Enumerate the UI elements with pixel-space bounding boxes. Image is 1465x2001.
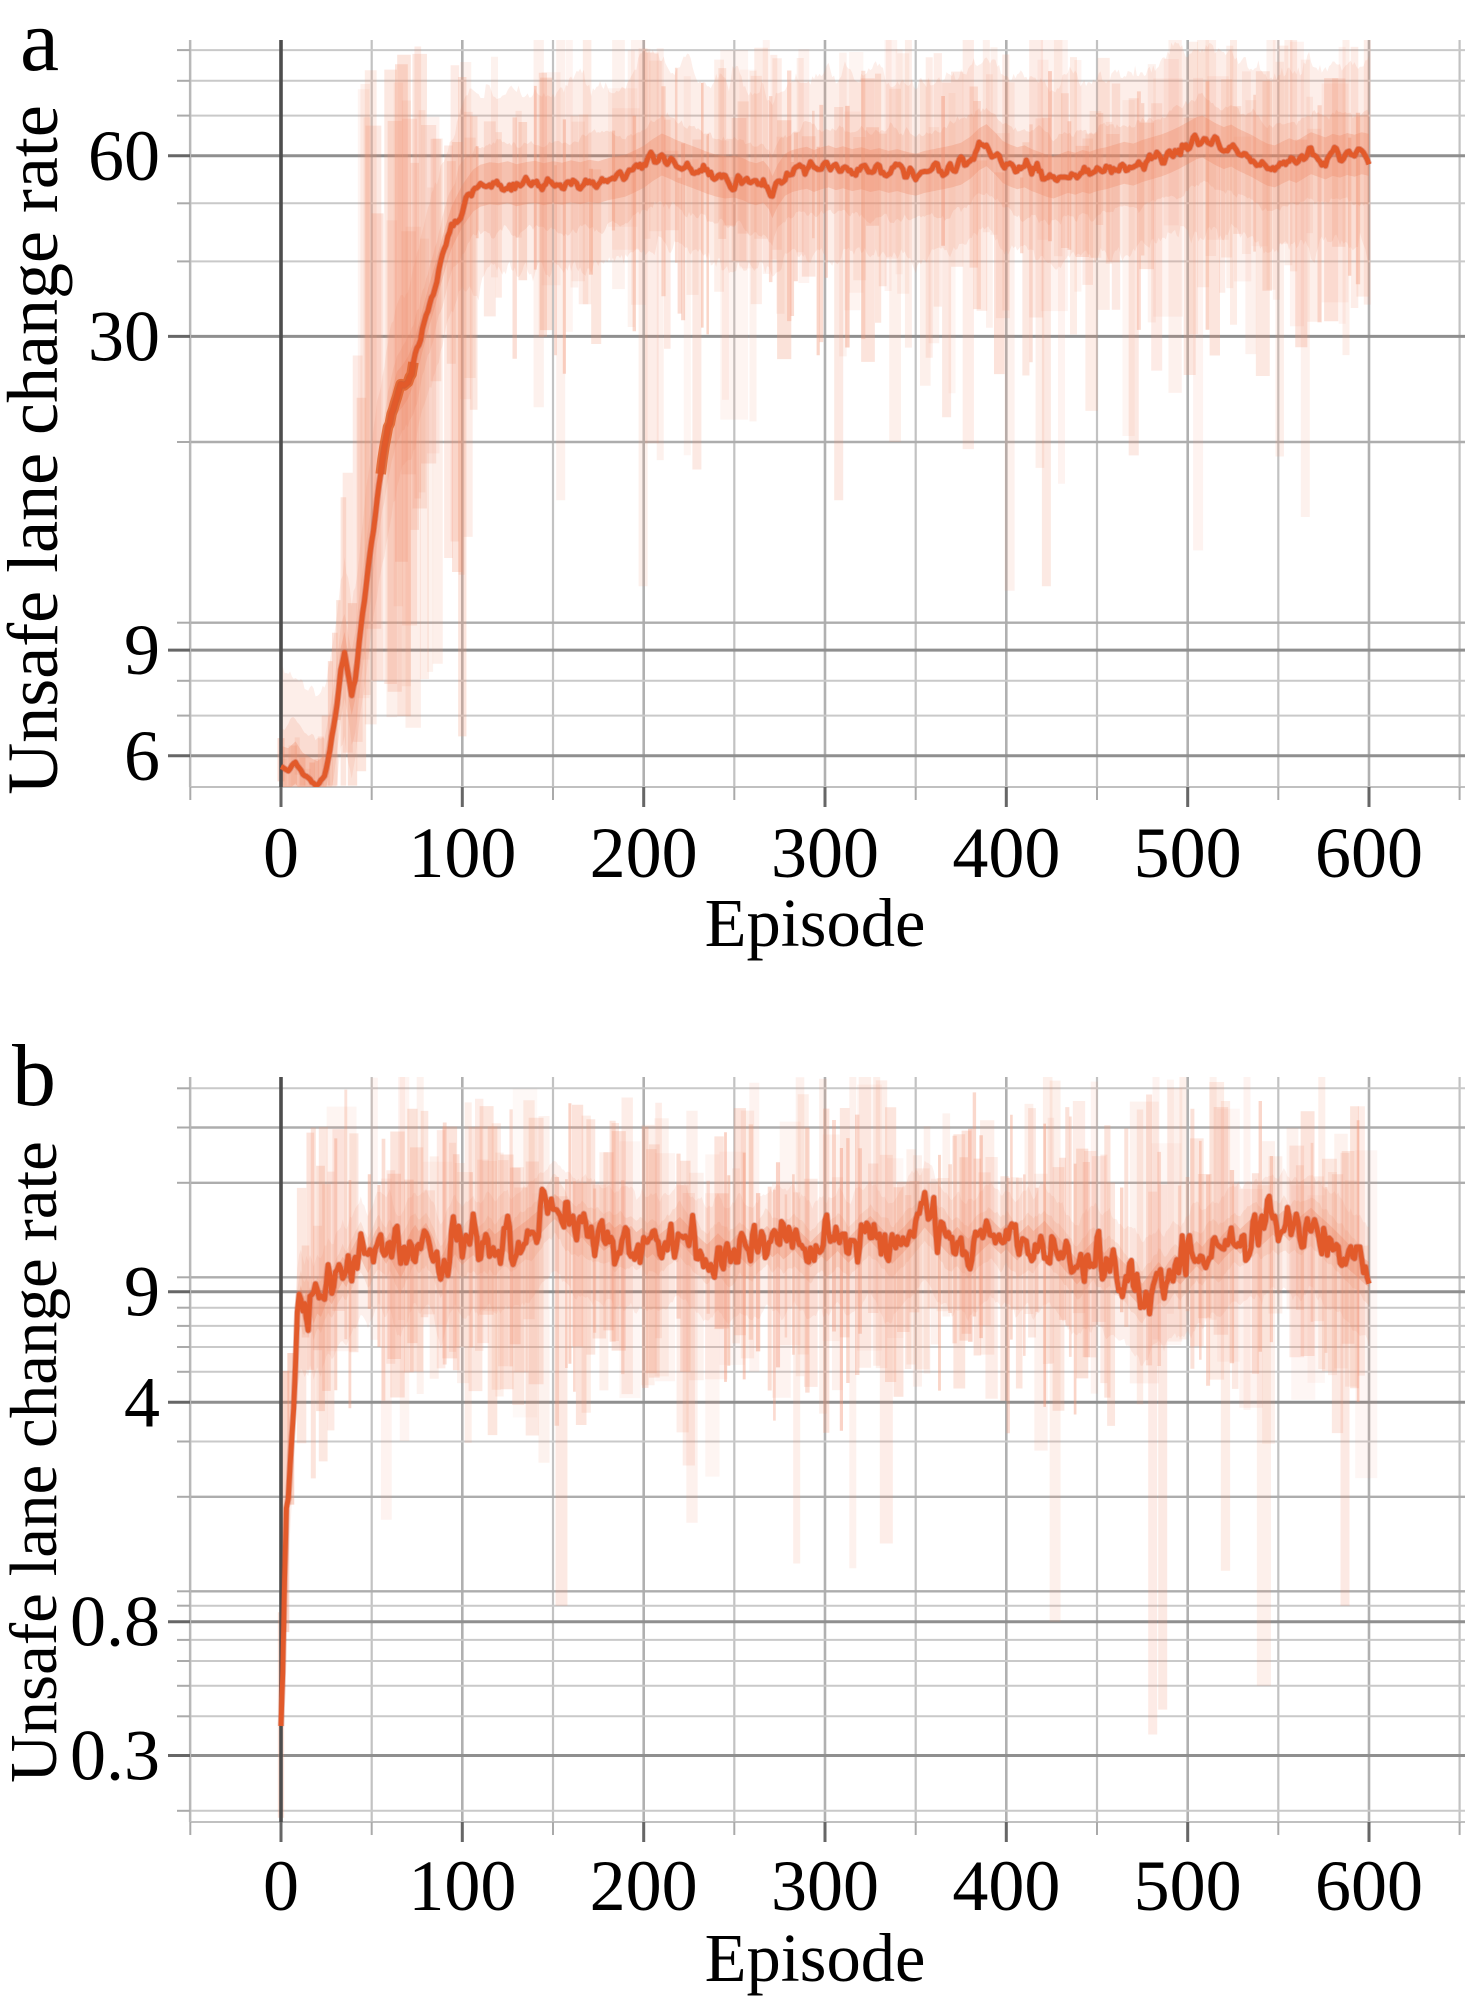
svg-text:500: 500	[1134, 1846, 1242, 1926]
svg-text:b: b	[12, 1028, 56, 1125]
svg-text:100: 100	[408, 813, 516, 893]
svg-text:a: a	[20, 0, 59, 90]
svg-text:4: 4	[124, 1362, 160, 1442]
svg-text:400: 400	[952, 813, 1060, 893]
svg-text:100: 100	[408, 1846, 516, 1926]
svg-text:300: 300	[771, 1846, 879, 1926]
svg-text:0.3: 0.3	[70, 1715, 160, 1795]
svg-text:9: 9	[124, 1252, 160, 1332]
svg-text:600: 600	[1315, 813, 1423, 893]
svg-text:600: 600	[1315, 1846, 1423, 1926]
svg-text:Unsafe lane change rate: Unsafe lane change rate	[0, 105, 73, 795]
svg-text:300: 300	[771, 813, 879, 893]
svg-text:400: 400	[952, 1846, 1060, 1926]
svg-text:200: 200	[590, 813, 698, 893]
svg-text:0.8: 0.8	[70, 1582, 160, 1662]
svg-text:200: 200	[590, 1846, 698, 1926]
svg-text:0: 0	[263, 1846, 299, 1926]
svg-text:0: 0	[263, 813, 299, 893]
svg-text:60: 60	[88, 116, 160, 196]
svg-text:9: 9	[124, 610, 160, 690]
svg-text:500: 500	[1134, 813, 1242, 893]
svg-text:Unsafe lane change rate: Unsafe lane change rate	[0, 1141, 71, 1783]
svg-text:30: 30	[88, 296, 160, 376]
svg-text:6: 6	[124, 716, 160, 796]
svg-text:Episode: Episode	[705, 885, 926, 961]
svg-text:Episode: Episode	[705, 1920, 926, 1996]
